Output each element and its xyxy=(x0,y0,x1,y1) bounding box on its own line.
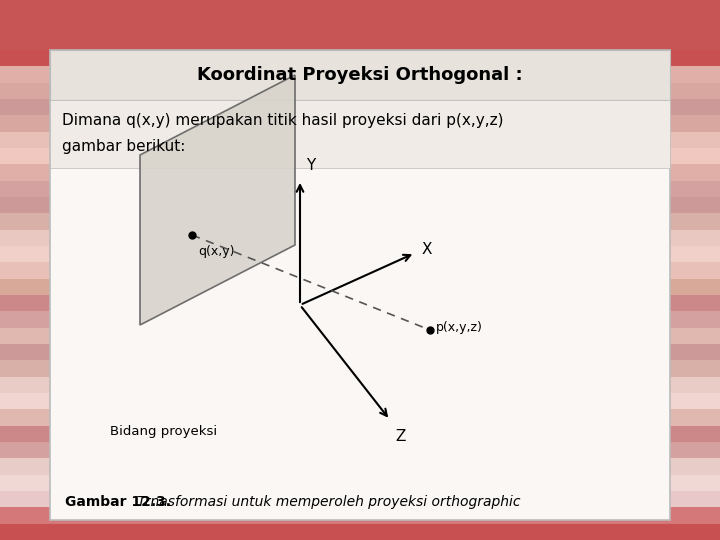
Bar xyxy=(0,213,720,230)
Text: Gambar 12.3.: Gambar 12.3. xyxy=(65,495,171,509)
Text: gambar berikut:: gambar berikut: xyxy=(62,138,185,153)
Text: Bidang proyeksi: Bidang proyeksi xyxy=(110,426,217,438)
Bar xyxy=(0,197,720,213)
Bar xyxy=(0,328,720,344)
Bar xyxy=(0,262,720,279)
Bar xyxy=(0,508,720,524)
Text: X: X xyxy=(422,241,433,256)
Bar xyxy=(0,442,720,458)
Bar xyxy=(50,50,670,520)
Text: p(x,y,z): p(x,y,z) xyxy=(436,321,483,334)
Text: Trnasformasi untuk memperoleh proyeksi orthographic: Trnasformasi untuk memperoleh proyeksi o… xyxy=(133,495,521,509)
Bar xyxy=(0,148,720,164)
Bar xyxy=(0,524,720,540)
Bar xyxy=(0,83,720,99)
Bar xyxy=(0,230,720,246)
Bar xyxy=(0,393,720,409)
Bar xyxy=(0,181,720,197)
Bar xyxy=(0,475,720,491)
Bar xyxy=(0,360,720,377)
Bar xyxy=(0,132,720,148)
Bar xyxy=(0,99,720,116)
Text: Koordinat Proyeksi Orthogonal :: Koordinat Proyeksi Orthogonal : xyxy=(197,66,523,84)
Bar xyxy=(0,426,720,442)
Bar xyxy=(0,246,720,262)
Bar xyxy=(0,279,720,295)
Polygon shape xyxy=(140,75,295,325)
Bar xyxy=(0,491,720,508)
Text: q(x,y): q(x,y) xyxy=(198,245,235,258)
Text: Dimana q(x,y) merupakan titik hasil proyeksi dari p(x,y,z): Dimana q(x,y) merupakan titik hasil proy… xyxy=(62,112,503,127)
Bar xyxy=(0,116,720,132)
Text: Y: Y xyxy=(306,158,315,173)
Bar xyxy=(0,377,720,393)
Bar xyxy=(0,344,720,360)
Bar xyxy=(0,0,720,50)
Bar xyxy=(0,458,720,475)
Bar xyxy=(50,100,670,168)
Bar xyxy=(0,409,720,426)
Bar xyxy=(0,164,720,181)
Bar xyxy=(0,312,720,328)
Bar xyxy=(0,66,720,83)
Bar xyxy=(50,50,670,100)
Bar xyxy=(0,295,720,312)
Bar xyxy=(0,50,720,66)
Text: Z: Z xyxy=(395,429,405,444)
